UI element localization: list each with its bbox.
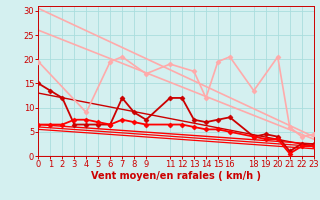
X-axis label: Vent moyen/en rafales ( km/h ): Vent moyen/en rafales ( km/h ) (91, 171, 261, 181)
